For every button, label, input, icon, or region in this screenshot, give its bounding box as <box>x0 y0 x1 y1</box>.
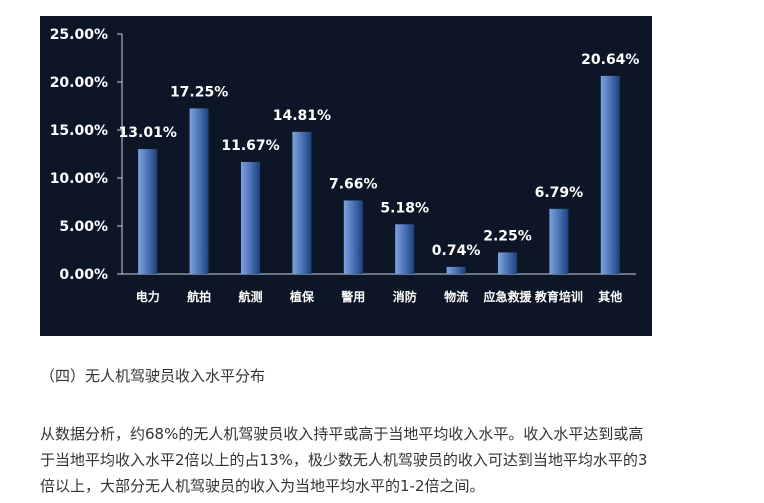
data-label: 11.67% <box>221 138 279 154</box>
chart-panel: 0.00% 5.00% 10.00% 15.00% 20.00% 25.00% 13.01… <box>40 16 652 336</box>
x-tick-label: 植保 <box>289 289 315 304</box>
y-tick-label: 15.00% <box>50 123 108 139</box>
data-label: 6.79% <box>535 185 584 201</box>
data-label: 7.66% <box>329 176 378 192</box>
x-tick-label: 物流 <box>444 289 468 304</box>
data-label: 2.25% <box>483 228 532 244</box>
bar <box>241 161 260 274</box>
bar <box>395 224 415 274</box>
data-label: 0.74% <box>432 243 481 259</box>
category-labels: 电力 航拍 航测 植保 警用 消防 物流 应急救援 教育培训 其他 <box>136 289 623 304</box>
bar <box>600 75 620 274</box>
bars <box>138 75 620 275</box>
x-tick-label: 教育培训 <box>534 289 583 304</box>
data-label: 13.01% <box>119 125 177 141</box>
body-line-1: 从数据分析，约68%的无人机驾驶员收入持平或高于当地平均收入水平。收入水平达到或… <box>40 425 644 443</box>
data-labels: 13.01%17.25%11.67%14.81%7.66%5.18%0.74%2… <box>119 52 640 259</box>
body-paragraph: 从数据分析，约68%的无人机驾驶员收入持平或高于当地平均收入水平。收入水平达到或… <box>40 421 730 499</box>
data-label: 5.18% <box>380 200 429 216</box>
body-line-2: 于当地平均收入水平2倍以上的占13%，极少数无人机驾驶员的收入可达到当地平均水平… <box>40 451 648 469</box>
x-tick-label: 航测 <box>238 289 262 304</box>
y-tick-label: 5.00% <box>59 219 108 235</box>
x-tick-label: 其他 <box>598 289 622 304</box>
y-tick-label: 0.00% <box>59 267 108 283</box>
x-tick-label: 航拍 <box>187 289 211 304</box>
bar <box>446 266 466 274</box>
data-label: 17.25% <box>170 84 228 100</box>
section-heading: （四）无人机驾驶员收入水平分布 <box>40 367 266 385</box>
bar <box>549 208 569 274</box>
bar <box>498 252 517 274</box>
bar <box>138 149 158 274</box>
y-tick-label: 25.00% <box>50 27 108 43</box>
y-axis-ticks: 0.00% 5.00% 10.00% 15.00% 20.00% 25.00% <box>50 27 122 283</box>
bar-chart: 0.00% 5.00% 10.00% 15.00% 20.00% 25.00% 13.01… <box>50 27 640 304</box>
body-line-3: 倍以上，大部分无人机驾驶员的收入为当地平均水平的1-2倍之间。 <box>40 477 485 495</box>
data-label: 14.81% <box>273 108 331 124</box>
x-tick-label: 消防 <box>393 289 417 304</box>
bar <box>189 108 209 275</box>
bar <box>292 131 312 274</box>
x-tick-label: 电力 <box>136 289 160 304</box>
data-label: 20.64% <box>581 52 639 68</box>
y-tick-label: 20.00% <box>50 75 108 91</box>
x-tick-label: 应急救援 <box>483 289 532 304</box>
x-tick-label: 警用 <box>340 289 365 304</box>
y-tick-label: 10.00% <box>50 171 108 187</box>
bar <box>343 200 363 274</box>
